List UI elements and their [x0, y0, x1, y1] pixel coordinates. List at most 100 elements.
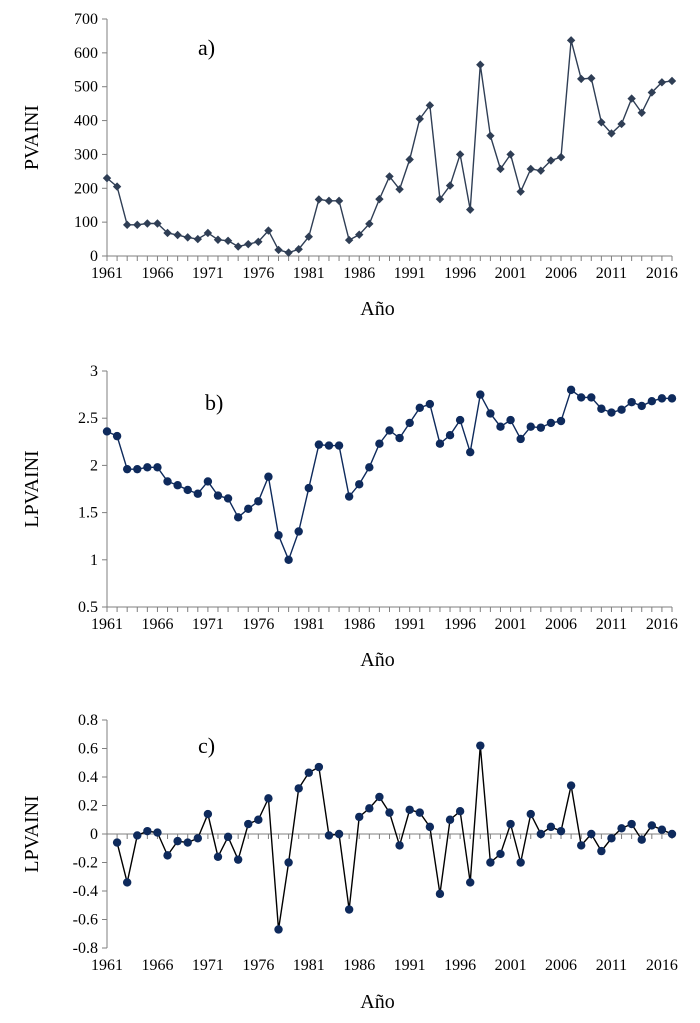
data-point	[466, 878, 475, 887]
x-tick-label: 1971	[192, 616, 224, 633]
data-point	[173, 481, 182, 490]
x-tick-label: 1961	[91, 265, 123, 282]
data-point	[112, 182, 122, 191]
y-tick-label: 500	[74, 79, 98, 96]
data-point	[506, 415, 515, 425]
data-point	[314, 762, 324, 772]
data-point	[193, 234, 203, 244]
data-point	[415, 808, 424, 817]
data-point	[284, 858, 293, 867]
data-point	[213, 852, 223, 861]
data-point	[536, 166, 546, 175]
data-point	[526, 164, 535, 174]
x-tick-label: 1991	[394, 265, 426, 282]
y-tick-label: 0	[90, 248, 98, 265]
panel-label: a)	[198, 35, 215, 60]
x-tick-label: 1986	[343, 616, 375, 633]
data-point	[365, 463, 374, 472]
data-point	[233, 855, 243, 864]
data-point	[344, 905, 354, 914]
data-point	[415, 403, 424, 413]
x-tick-label: 1971	[192, 957, 224, 974]
data-point	[526, 809, 535, 819]
data-point	[112, 838, 122, 847]
x-tick-label: 1996	[444, 265, 476, 282]
data-point	[435, 194, 445, 204]
x-tick-label: 2011	[596, 616, 627, 633]
data-point	[455, 415, 465, 425]
y-tick-label: 200	[74, 180, 98, 197]
x-tick-label: 2016	[646, 616, 678, 633]
data-point	[304, 483, 313, 493]
x-tick-label: 2011	[596, 957, 627, 974]
data-point	[607, 129, 616, 138]
data-point	[355, 480, 364, 489]
data-point	[576, 74, 586, 84]
data-point	[526, 422, 535, 431]
data-point	[617, 119, 626, 129]
data-point	[496, 422, 505, 431]
x-tick-label: 2001	[495, 616, 527, 633]
x-tick-label: 1981	[293, 957, 325, 974]
data-point	[163, 851, 172, 860]
series-line	[106, 388, 672, 562]
data-point	[667, 829, 677, 839]
data-point	[183, 233, 192, 242]
chart-panel-c: -0.8 -0.6 -0.4 -0.2 0 0.2 0.4 0.6 0.8 1961 1966 197…	[21, 712, 678, 1013]
y-tick-label: 2	[90, 457, 98, 474]
data-point	[385, 172, 394, 181]
data-point	[233, 242, 243, 251]
data-point	[566, 781, 576, 790]
panel-label: b)	[205, 390, 223, 415]
x-tick-label: 1991	[394, 957, 426, 974]
x-tick-label: 1986	[343, 957, 375, 974]
data-point	[405, 805, 414, 814]
data-point	[506, 150, 515, 159]
data-point	[657, 78, 667, 87]
y-tick-label: 700	[74, 11, 98, 28]
data-point	[334, 196, 344, 206]
data-point	[647, 397, 657, 406]
data-point	[122, 878, 132, 887]
data-point	[566, 385, 576, 395]
x-tick-label: 1976	[242, 265, 274, 282]
y-tick-label: 0.8	[78, 712, 98, 729]
data-point	[637, 108, 646, 117]
y-tick-label: 0.2	[78, 798, 98, 815]
x-tick-label: 2011	[596, 265, 627, 282]
data-point	[647, 821, 657, 830]
data-point	[566, 36, 576, 45]
data-point	[153, 828, 162, 837]
x-tick-label: 2001	[495, 265, 527, 282]
y-axis-title: LPVAINI	[21, 450, 43, 527]
x-axis-title: Año	[360, 991, 394, 1013]
data-point	[597, 404, 606, 413]
x-tick-label: 2006	[545, 957, 577, 974]
y-tick-label: 300	[74, 146, 98, 163]
data-point	[445, 430, 455, 440]
x-tick-label: 1961	[91, 616, 123, 633]
data-point	[556, 416, 566, 426]
data-point	[657, 394, 667, 403]
x-tick-label: 2006	[545, 265, 577, 282]
data-point	[597, 846, 606, 856]
data-point	[274, 245, 283, 255]
data-point	[344, 492, 354, 501]
y-tick-label: -0.4	[73, 883, 98, 900]
data-point	[476, 741, 485, 750]
data-point	[274, 531, 283, 540]
data-point	[223, 236, 233, 245]
data-point	[486, 858, 495, 867]
data-point	[466, 205, 475, 214]
data-point	[425, 399, 435, 409]
data-point	[304, 768, 313, 777]
data-point	[375, 792, 384, 802]
y-tick-label: -0.6	[73, 912, 98, 929]
data-point	[213, 491, 223, 500]
data-point	[112, 431, 122, 441]
data-point	[597, 118, 606, 127]
x-tick-label: 2006	[545, 616, 577, 633]
x-tick-label: 1996	[444, 616, 476, 633]
data-point	[516, 858, 525, 867]
data-point	[607, 834, 616, 843]
